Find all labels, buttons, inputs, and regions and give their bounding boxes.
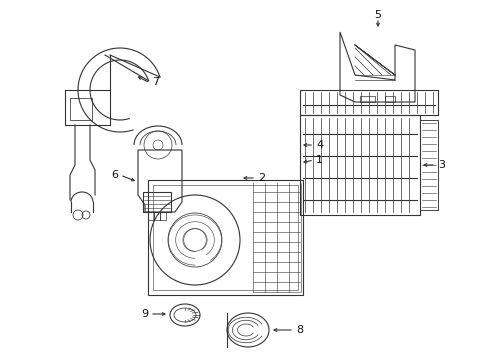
Text: 9: 9 <box>141 309 148 319</box>
Bar <box>359 96 374 102</box>
Text: 6: 6 <box>111 170 118 180</box>
Bar <box>419 120 437 210</box>
Text: 5: 5 <box>374 10 381 20</box>
Bar <box>65 90 110 125</box>
Text: 8: 8 <box>295 325 303 335</box>
Bar <box>160 212 165 220</box>
Text: 7: 7 <box>152 77 159 87</box>
Bar <box>384 96 394 102</box>
Bar <box>299 90 437 115</box>
Bar <box>148 180 303 295</box>
Bar <box>154 212 160 220</box>
Text: 4: 4 <box>315 140 323 150</box>
Text: 3: 3 <box>437 160 444 170</box>
Bar <box>148 212 154 220</box>
Bar <box>70 98 92 120</box>
Bar <box>299 115 419 215</box>
Bar <box>142 192 171 212</box>
Text: 2: 2 <box>258 173 264 183</box>
Text: 1: 1 <box>315 155 323 165</box>
Bar <box>153 185 297 290</box>
